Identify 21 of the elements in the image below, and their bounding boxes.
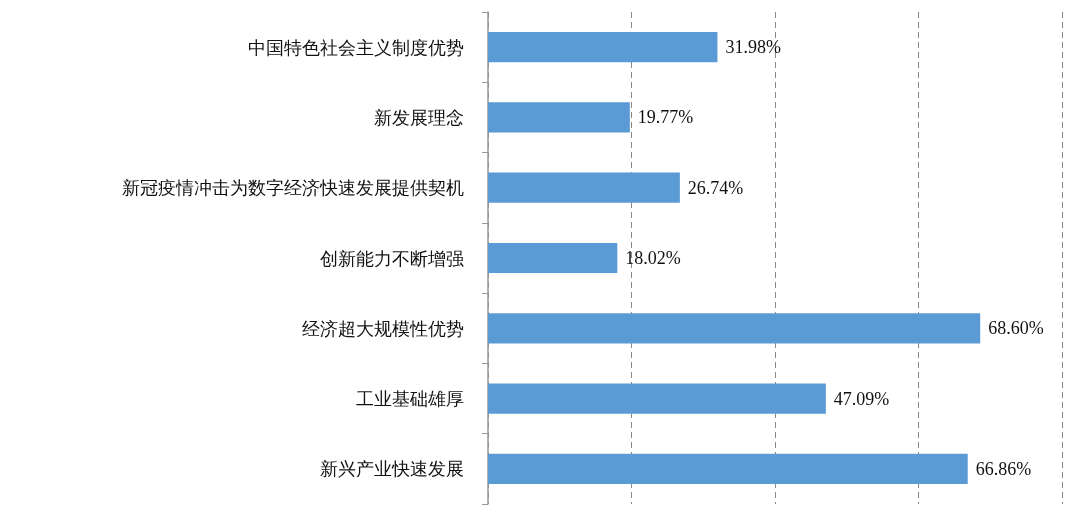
y-tick-label: 经济超大规模性优势 [302,317,464,339]
bar [488,453,968,484]
y-tick-label: 新发展理念 [374,106,464,128]
data-label: 47.09% [833,388,890,409]
data-label: 18.02% [625,248,681,268]
y-tick-label: 中国特色社会主义制度优势 [248,36,464,58]
y-tick-label: 工业基础雄厚 [356,388,464,410]
data-label: 19.77% [637,107,694,128]
y-tick-label: 新兴产业快速发展 [320,458,464,480]
bar [488,383,826,414]
y-tick-label: 新冠疫情冲击为数字经济快速发展提供契机 [122,177,464,199]
bar [488,313,981,344]
bar [488,242,618,274]
data-label: 31.98% [725,37,781,58]
bar [488,172,680,203]
data-label: 26.74% [687,177,744,198]
y-tick-label: 创新能力不断增强 [320,247,464,269]
data-label: 68.60% [988,318,1044,339]
bar [488,102,630,133]
bar [488,32,718,63]
data-label: 66.86% [975,458,1032,479]
